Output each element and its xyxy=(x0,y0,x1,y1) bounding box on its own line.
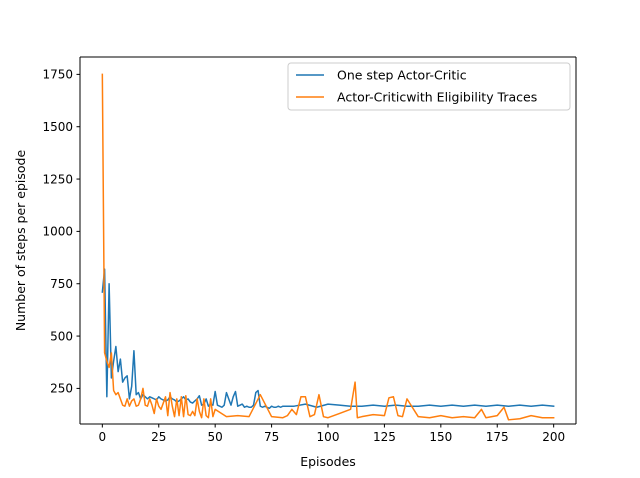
y-tick-label: 1250 xyxy=(42,172,73,186)
legend-label-2: Actor-Criticwith Eligibility Traces xyxy=(337,90,537,105)
ticks-layer: 0 25 50 75 100 125 150 175 200 250 500 750 1000 1250 1… xyxy=(42,68,565,444)
axes-layer xyxy=(79,56,577,425)
x-tick-label: 125 xyxy=(373,430,396,444)
series-line-2 xyxy=(101,73,555,421)
x-tick-label: 50 xyxy=(208,430,223,444)
y-tick-label: 250 xyxy=(50,382,73,396)
legend-label-1: One step Actor-Critic xyxy=(337,68,467,83)
x-tick-label: 75 xyxy=(264,430,279,444)
y-tick-label: 500 xyxy=(50,329,73,343)
y-axis-label: Number of steps per episode xyxy=(13,150,28,332)
x-tick-label: 175 xyxy=(486,430,509,444)
legend: One step Actor-Critic Actor-Criticwith El… xyxy=(287,62,571,111)
y-tick-label: 1750 xyxy=(42,68,73,82)
y-tick-label: 1000 xyxy=(42,225,73,239)
x-tick-label: 100 xyxy=(317,430,340,444)
x-tick-label: 0 xyxy=(99,430,107,444)
plot-area xyxy=(80,57,576,424)
x-tick-label: 200 xyxy=(542,430,565,444)
series-layer xyxy=(101,73,555,421)
legend-frame xyxy=(287,62,571,111)
y-tick-label: 750 xyxy=(50,277,73,291)
x-tick-label: 25 xyxy=(151,430,166,444)
y-tick-label: 1500 xyxy=(42,120,73,134)
x-axis-label: Episodes xyxy=(300,454,356,469)
x-tick-label: 150 xyxy=(429,430,452,444)
